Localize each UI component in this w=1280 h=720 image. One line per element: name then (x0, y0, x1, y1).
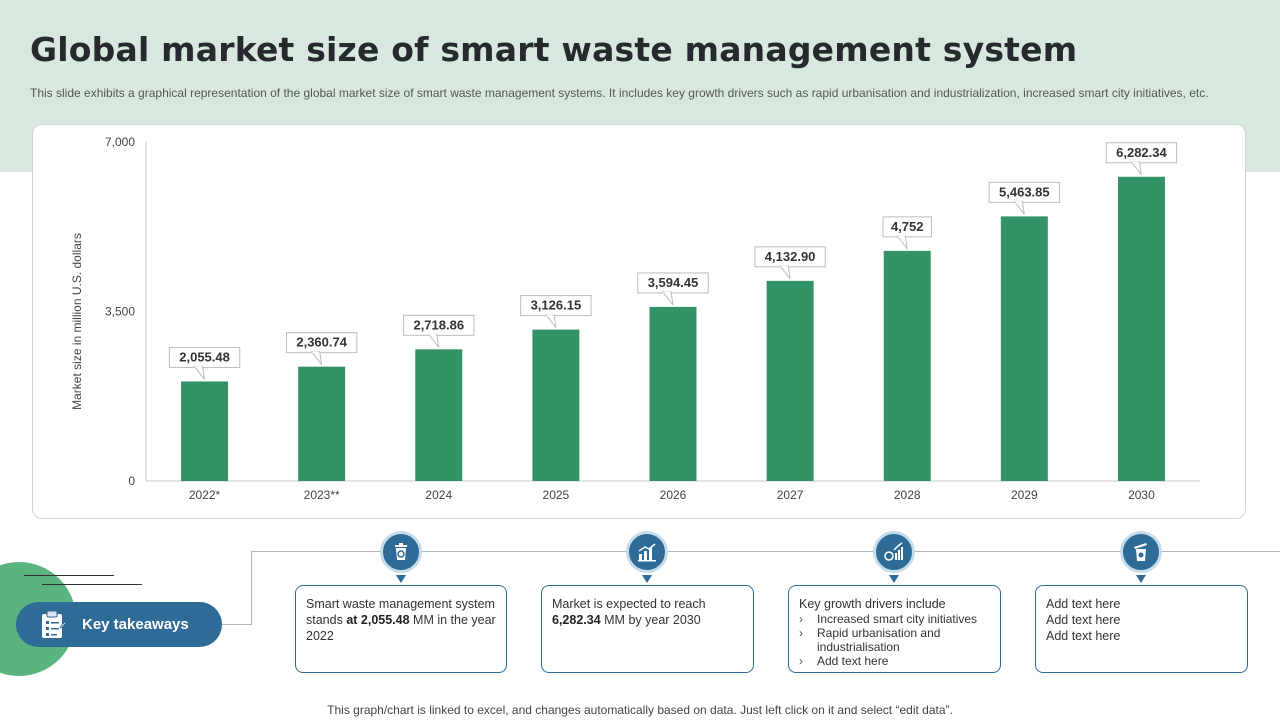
x-tick-label: 2029 (1011, 488, 1038, 502)
data-label-pointer (1130, 161, 1142, 176)
smart-bin-icon (1120, 531, 1162, 573)
page-subtitle: This slide exhibits a graphical represen… (30, 86, 1209, 100)
y-tick-label: 0 (128, 474, 135, 488)
data-label-box (754, 246, 826, 268)
bar (1000, 216, 1048, 481)
driver-list: Increased smart city initiatives Rapid u… (799, 612, 990, 668)
data-label-pointer (427, 333, 440, 348)
bar (883, 250, 931, 481)
growth-chart-icon (873, 531, 915, 573)
decorative-line (24, 575, 114, 576)
data-label-pointer (779, 265, 791, 280)
bar (181, 381, 229, 481)
data-label-box (988, 181, 1061, 203)
data-label: 2,718.86 (413, 317, 464, 332)
data-label-pointer (544, 314, 557, 328)
bar-chart[interactable]: 0 3,500 7,000 Market size in million U.S. d… (33, 125, 1247, 520)
y-tick-label: 3,500 (105, 305, 135, 319)
timeline-line (252, 551, 1280, 552)
data-label: 2,360.74 (296, 335, 347, 350)
node-pointer (889, 575, 899, 583)
chart-card[interactable]: 0 3,500 7,000 Market size in million U.S. d… (32, 124, 1246, 519)
bar (415, 349, 463, 481)
x-tick-label: 2030 (1128, 488, 1155, 502)
y-tick-label: 7,000 (105, 135, 135, 149)
data-label: 2,055.48 (179, 349, 230, 364)
timeline-connector (222, 624, 252, 625)
x-tick-label: 2028 (894, 488, 921, 502)
takeaway-box-3: Key growth drivers include Increased sma… (788, 585, 1001, 673)
data-label: 4,132.90 (765, 249, 816, 264)
timeline-connector (251, 551, 252, 625)
placeholder-text[interactable]: Add text here (1046, 629, 1121, 643)
takeaway-box-4[interactable]: Add text here Add text here Add text her… (1035, 585, 1248, 673)
takeaway-box-2: Market is expected to reach 6,282.34 MM … (541, 585, 754, 673)
data-label-pointer (193, 365, 206, 380)
bar-chart-icon (626, 531, 668, 573)
data-label: 5,463.85 (999, 184, 1050, 199)
data-label-box (285, 332, 358, 354)
data-label-pointer (310, 351, 323, 365)
y-axis-label: Market size in million U.S. dollars (70, 233, 84, 410)
x-tick-label: 2023** (304, 488, 340, 502)
list-item: Rapid urbanisation and industrialisation (799, 626, 990, 654)
data-label-box (403, 314, 475, 336)
data-label: 6,282.34 (1116, 145, 1167, 160)
x-tick-label: 2025 (543, 488, 570, 502)
key-takeaways-pill: Key takeaways (16, 602, 222, 647)
node-pointer (642, 575, 652, 583)
takeaway-text: Market is expected to reach 6,282.34 MM … (552, 597, 706, 627)
bar (649, 306, 697, 481)
data-label-box (520, 295, 592, 317)
x-tick-label: 2026 (660, 488, 687, 502)
bar (532, 329, 580, 481)
x-tick-label: 2027 (777, 488, 804, 502)
placeholder-text[interactable]: Add text here (1046, 597, 1121, 611)
clipboard-icon (40, 610, 67, 644)
x-tick-label: 2022* (189, 488, 221, 502)
takeaway-box-1: Smart waste management system stands at … (295, 585, 507, 673)
node-pointer (396, 575, 406, 583)
data-label-box (637, 272, 709, 294)
footnote: This graph/chart is linked to excel, and… (327, 703, 953, 717)
data-label-box (1105, 142, 1178, 164)
placeholder-text[interactable]: Add text here (1046, 613, 1121, 627)
data-label-box (168, 346, 241, 368)
data-label: 3,126.15 (531, 298, 582, 313)
decorative-line (42, 584, 142, 585)
recycle-bin-icon (380, 531, 422, 573)
list-item: Add text here (799, 654, 990, 668)
data-label-box (882, 216, 932, 238)
data-label-pointer (896, 235, 908, 250)
page-title: Global market size of smart waste manage… (30, 30, 1078, 69)
data-label: 4,752 (891, 219, 924, 234)
node-pointer (1136, 575, 1146, 583)
list-item: Increased smart city initiatives (799, 612, 990, 626)
bar (766, 280, 814, 481)
takeaway-heading: Key growth drivers include (799, 597, 946, 611)
key-takeaways-label: Key takeaways (82, 616, 189, 633)
bar (1117, 176, 1165, 481)
bar (298, 366, 346, 481)
x-tick-label: 2024 (425, 488, 452, 502)
takeaway-text: Smart waste management system stands at … (306, 597, 496, 643)
data-label-pointer (1013, 200, 1025, 215)
data-label: 3,594.45 (648, 275, 699, 290)
data-label-pointer (661, 291, 674, 306)
